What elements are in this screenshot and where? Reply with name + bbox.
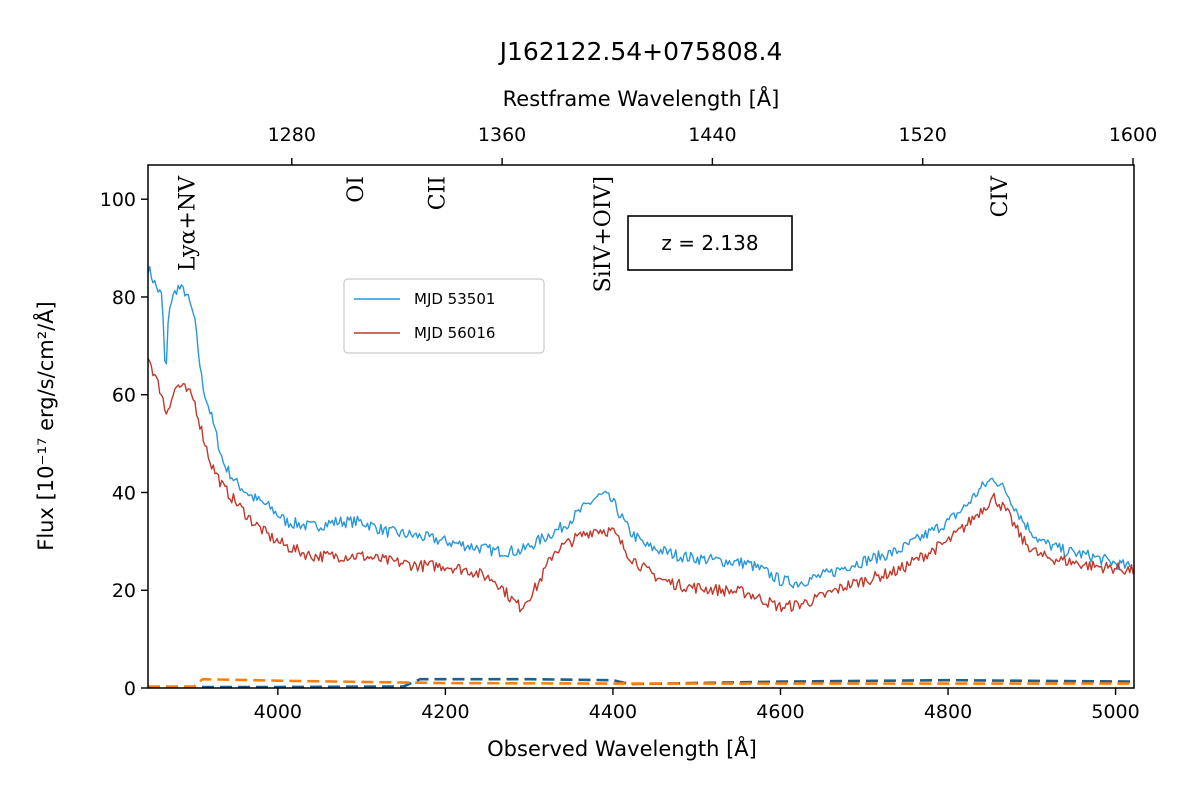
- emission-line-labels: Lyα+NV OI CII SiIV+OIV] CIV: [176, 175, 1013, 292]
- redshift-label: z = 2.138: [661, 231, 758, 255]
- y-tick-label: 100: [100, 189, 136, 211]
- x-tick-label: 4400: [589, 701, 637, 723]
- line-label-ly-nv: Lyα+NV: [176, 175, 201, 271]
- legend-box: [343, 278, 545, 354]
- x-axis-title: Observed Wavelength [Å]: [487, 735, 757, 761]
- line-label-siiv-oiv-: SiIV+OIV]: [591, 176, 616, 292]
- x-tick-label: 4800: [924, 701, 972, 723]
- y-tick-label: 0: [124, 678, 136, 700]
- x-tick-label: 5000: [1091, 701, 1139, 723]
- x-tick-label: 4200: [421, 701, 469, 723]
- y-tick-label: 40: [112, 482, 136, 504]
- series-mjd-53501: [148, 265, 1134, 589]
- y-tick-label: 20: [112, 580, 136, 602]
- plot-frame: [147, 164, 1135, 689]
- top-tick-label: 1520: [899, 124, 947, 146]
- axis-ticks: 4000 4200 4400 4600 4800 5000 0 20 40 60 80 100 1280…: [100, 124, 1157, 723]
- top-axis-title: Restframe Wavelength [Å]: [503, 85, 780, 111]
- legend-label-mjd-53501: MJD 53501: [414, 290, 495, 308]
- legend-label-mjd-56016: MJD 56016: [414, 324, 495, 342]
- series-mjd-56016: [148, 358, 1134, 613]
- top-tick-label: 1360: [478, 124, 526, 146]
- chart-title: J162122.54+075808.4: [498, 37, 783, 66]
- top-tick-label: 1440: [688, 124, 736, 146]
- x-tick-label: 4000: [254, 701, 302, 723]
- line-label-oi: OI: [344, 176, 369, 203]
- y-axis-title: Flux [10⁻¹⁷ erg/s/cm²/Å]: [32, 301, 58, 551]
- series-mjd-56016-error: [148, 677, 1134, 688]
- y-tick-label: 80: [112, 287, 136, 309]
- redshift-box-frame: [627, 215, 793, 271]
- series-mjd-53501-error: [148, 677, 1134, 688]
- redshift-box: z = 2.138: [627, 215, 793, 271]
- line-label-civ: CIV: [988, 175, 1013, 218]
- line-label-cii: CII: [425, 176, 450, 210]
- x-tick-label: 4600: [756, 701, 804, 723]
- top-tick-label: 1600: [1109, 124, 1157, 146]
- top-tick-label: 1280: [268, 124, 316, 146]
- series-layer: [148, 265, 1134, 688]
- legend: MJD 53501 MJD 56016: [343, 278, 545, 354]
- y-tick-label: 60: [112, 385, 136, 407]
